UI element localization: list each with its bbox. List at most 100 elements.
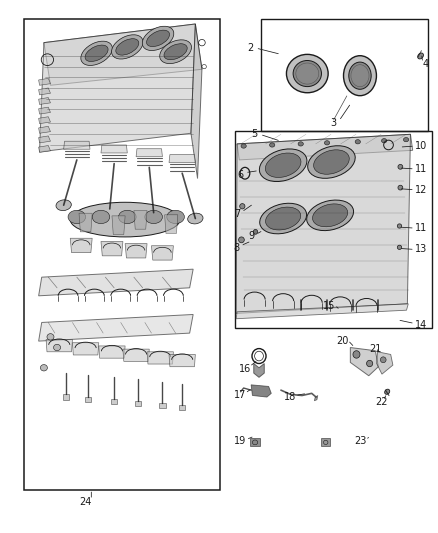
Ellipse shape (396, 245, 401, 249)
Polygon shape (237, 134, 412, 160)
Polygon shape (39, 24, 195, 152)
Polygon shape (70, 238, 92, 253)
Polygon shape (39, 136, 50, 143)
Polygon shape (63, 394, 69, 400)
Polygon shape (39, 88, 50, 95)
Ellipse shape (116, 39, 138, 55)
Ellipse shape (142, 26, 173, 51)
Text: 24: 24 (79, 497, 92, 507)
Ellipse shape (259, 203, 306, 234)
Ellipse shape (313, 150, 349, 174)
Polygon shape (39, 269, 193, 296)
Polygon shape (46, 340, 72, 352)
Polygon shape (179, 405, 185, 410)
Ellipse shape (146, 30, 169, 46)
Ellipse shape (253, 229, 257, 235)
Polygon shape (350, 348, 378, 376)
Text: 4: 4 (422, 59, 428, 69)
Polygon shape (236, 134, 410, 313)
Ellipse shape (384, 389, 389, 394)
Ellipse shape (354, 140, 360, 144)
Text: 5: 5 (251, 130, 257, 139)
Ellipse shape (265, 153, 300, 177)
Ellipse shape (297, 142, 303, 146)
Ellipse shape (187, 213, 202, 224)
Text: 3: 3 (330, 118, 336, 127)
Text: 16: 16 (238, 364, 251, 374)
Polygon shape (236, 304, 407, 319)
Ellipse shape (53, 344, 60, 351)
Ellipse shape (85, 45, 108, 61)
Ellipse shape (111, 35, 143, 59)
Text: 18: 18 (283, 392, 295, 402)
Ellipse shape (397, 185, 402, 190)
Polygon shape (99, 346, 125, 358)
Ellipse shape (403, 138, 408, 142)
Polygon shape (39, 78, 50, 85)
Polygon shape (39, 107, 50, 114)
Polygon shape (111, 399, 117, 404)
Text: 10: 10 (414, 141, 427, 151)
Polygon shape (44, 24, 201, 85)
Text: 14: 14 (414, 320, 427, 330)
Bar (234, 131, 431, 328)
Polygon shape (39, 146, 50, 152)
Ellipse shape (352, 351, 359, 358)
Text: 6: 6 (237, 170, 243, 180)
Polygon shape (85, 397, 91, 402)
Ellipse shape (240, 144, 246, 148)
Ellipse shape (417, 53, 423, 59)
Polygon shape (123, 349, 149, 361)
Polygon shape (159, 403, 165, 408)
Ellipse shape (166, 211, 184, 224)
Ellipse shape (397, 164, 402, 169)
Text: 13: 13 (414, 245, 427, 254)
Polygon shape (39, 98, 50, 104)
Polygon shape (164, 215, 177, 233)
Text: 9: 9 (247, 231, 254, 240)
Ellipse shape (47, 334, 54, 340)
Polygon shape (250, 438, 259, 446)
Polygon shape (321, 438, 329, 446)
Polygon shape (125, 244, 147, 258)
Ellipse shape (396, 224, 401, 228)
Polygon shape (191, 24, 201, 179)
Ellipse shape (293, 61, 321, 86)
Polygon shape (135, 401, 141, 406)
Ellipse shape (40, 365, 47, 371)
Ellipse shape (269, 143, 274, 147)
Ellipse shape (159, 40, 191, 63)
Text: 8: 8 (233, 243, 239, 253)
Polygon shape (79, 213, 92, 232)
Text: 11: 11 (414, 164, 427, 174)
Polygon shape (101, 145, 127, 153)
Polygon shape (101, 241, 123, 256)
Text: 20: 20 (336, 336, 348, 346)
Ellipse shape (307, 146, 354, 179)
Ellipse shape (265, 207, 300, 230)
Ellipse shape (145, 211, 162, 224)
Ellipse shape (252, 440, 257, 445)
Polygon shape (134, 211, 147, 229)
Ellipse shape (379, 357, 385, 362)
Ellipse shape (324, 141, 329, 145)
Bar (261, 19, 427, 131)
Text: 19: 19 (234, 437, 246, 446)
Ellipse shape (68, 211, 85, 224)
Ellipse shape (259, 149, 306, 182)
Text: 15: 15 (322, 302, 335, 311)
Polygon shape (151, 246, 173, 260)
Ellipse shape (164, 44, 187, 60)
Ellipse shape (102, 204, 117, 214)
Ellipse shape (92, 211, 110, 224)
Polygon shape (39, 126, 50, 133)
Ellipse shape (312, 204, 347, 227)
Text: 22: 22 (375, 398, 387, 407)
Ellipse shape (70, 203, 180, 237)
Ellipse shape (366, 360, 372, 367)
Polygon shape (169, 155, 195, 163)
Text: 23: 23 (353, 437, 365, 446)
Ellipse shape (343, 56, 375, 96)
Polygon shape (314, 395, 317, 401)
Polygon shape (112, 216, 125, 235)
